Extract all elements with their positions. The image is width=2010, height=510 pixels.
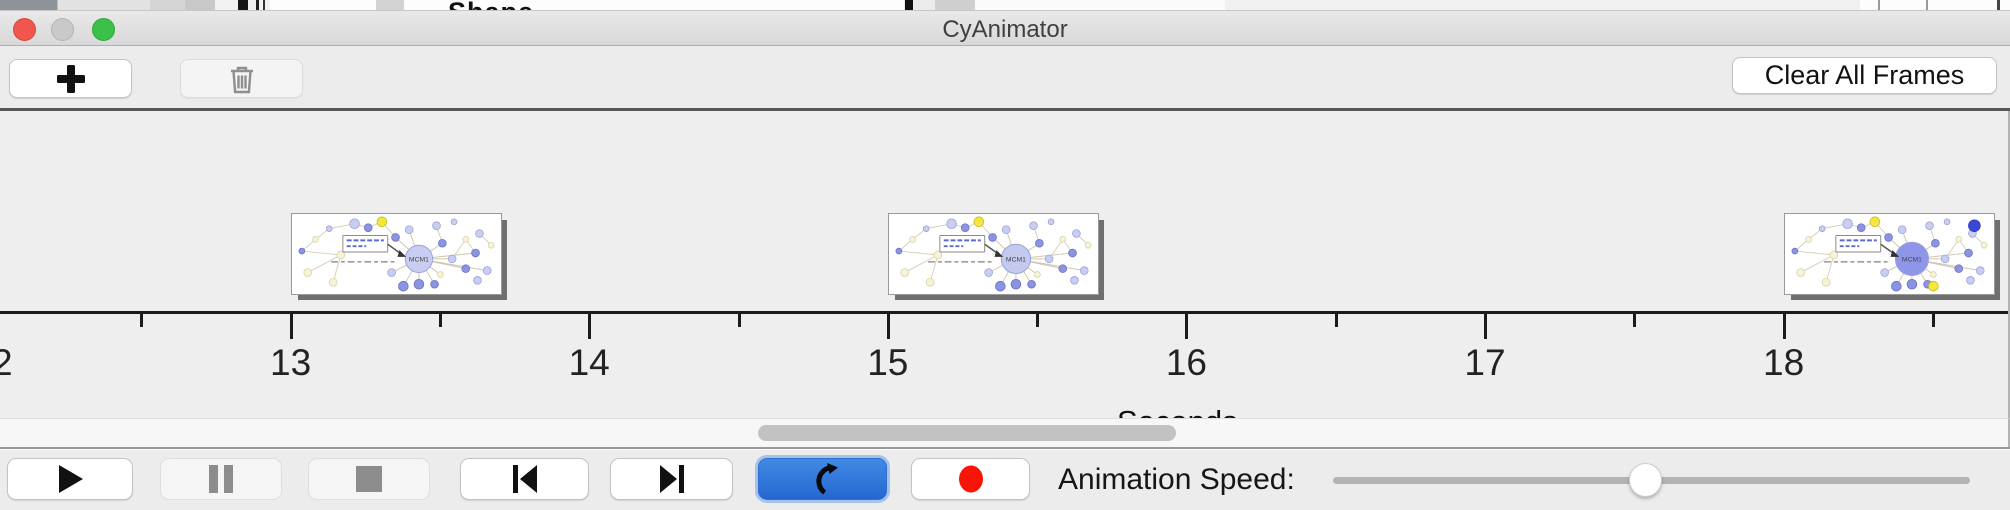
- frame-thumbnail[interactable]: MCM1: [887, 213, 1099, 295]
- timeline-scrollbar-track[interactable]: [0, 418, 2010, 447]
- window-title: CyAnimator: [942, 16, 1068, 43]
- record-button[interactable]: [911, 458, 1030, 500]
- background-glyph-fragment: [263, 0, 265, 10]
- background-fragment: [1860, 0, 2010, 10]
- animation-speed-slider[interactable]: [1333, 463, 1970, 497]
- background-glyph-fragment: [905, 0, 913, 10]
- timeline-unit-label: Seconds: [1117, 404, 1238, 418]
- playback-bar: Animation Speed:: [0, 451, 2010, 510]
- stop-button[interactable]: [308, 458, 430, 500]
- minor-tick: [1931, 314, 1935, 327]
- background-fragment: [0, 0, 57, 10]
- frame-node-label: MCM1: [1902, 256, 1922, 263]
- tick-label: 18: [1763, 342, 1805, 383]
- background-fragment: [57, 0, 150, 10]
- background-glyph-fragment: [238, 0, 248, 10]
- tick-label: 12: [0, 342, 52, 384]
- background-fragment: [185, 0, 215, 10]
- frame-thumbnail[interactable]: MCM1: [290, 213, 502, 295]
- skip-to-end-icon: [659, 465, 684, 493]
- titlebar[interactable]: CyAnimator: [0, 10, 2010, 46]
- pause-icon: [209, 465, 233, 493]
- major-tick: [289, 314, 293, 339]
- minor-tick: [1036, 314, 1040, 327]
- major-tick: [886, 314, 890, 339]
- animation-speed-label: Animation Speed:: [1058, 463, 1295, 496]
- minor-tick: [1334, 314, 1338, 327]
- background-glyph-fragment: [1926, 0, 1928, 10]
- frame-node-label: MCM1: [409, 256, 429, 263]
- background-glyph-fragment: [1997, 0, 2000, 10]
- bottombar-separator: [0, 447, 2010, 450]
- background-glyph-fragment: [256, 0, 259, 10]
- background-fragment: [150, 0, 185, 10]
- background-glyph-fragment: [1878, 0, 1880, 10]
- zoom-button[interactable]: [92, 18, 115, 41]
- major-tick: [588, 314, 592, 339]
- tick-label: 15: [867, 342, 909, 383]
- major-tick: [1484, 314, 1487, 339]
- minor-tick: [140, 314, 144, 327]
- delete-frame-button[interactable]: [180, 59, 303, 98]
- background-fragment: [935, 0, 975, 10]
- background-fragment: [404, 0, 904, 10]
- plus-icon: [56, 64, 85, 93]
- timeline-scrollbar-thumb[interactable]: [757, 425, 1176, 441]
- background-fragment: [270, 0, 376, 10]
- timeline-ruler: [0, 311, 2008, 314]
- tick-label: 16: [1165, 342, 1207, 383]
- loop-icon: [815, 463, 838, 495]
- minimize-button[interactable]: [51, 18, 74, 41]
- minor-tick: [1633, 314, 1637, 327]
- frame-thumbnail[interactable]: MCM1: [1783, 213, 1995, 295]
- toolbar-separator: [0, 108, 2010, 111]
- minor-tick: [737, 314, 741, 327]
- background-window-sliver: Shape: [0, 0, 2010, 10]
- play-icon: [59, 465, 83, 493]
- loop-button[interactable]: [758, 458, 887, 500]
- animation-speed-knob[interactable]: [1629, 463, 1663, 497]
- frame-node-label: MCM1: [1006, 256, 1026, 263]
- skip-to-start-button[interactable]: [460, 458, 589, 500]
- tick-label: 14: [568, 342, 610, 383]
- background-window-text: Shape: [448, 0, 534, 10]
- major-tick: [1185, 314, 1189, 339]
- play-button[interactable]: [7, 458, 133, 500]
- minor-tick: [438, 314, 442, 327]
- major-tick: [1782, 314, 1786, 339]
- tick-label: 13: [270, 342, 312, 383]
- stop-icon: [356, 466, 382, 492]
- background-fragment: [1225, 0, 1860, 10]
- clear-all-frames-button[interactable]: Clear All Frames: [1732, 57, 1997, 94]
- background-fragment: [376, 0, 404, 10]
- clear-all-frames-label: Clear All Frames: [1764, 60, 1965, 90]
- background-fragment: [975, 0, 1225, 10]
- close-button[interactable]: [13, 18, 36, 41]
- skip-to-start-icon: [512, 465, 537, 493]
- record-icon: [958, 465, 983, 493]
- pause-button[interactable]: [160, 458, 282, 500]
- frame-toolbar: Clear All Frames: [0, 47, 2010, 108]
- add-frame-button[interactable]: [9, 59, 132, 98]
- timeline-panel[interactable]: 12 13 14 15 16 17 18 MCM1 MCM1 MCM1 Seconds: [0, 111, 2010, 418]
- skip-to-end-button[interactable]: [610, 458, 733, 500]
- tick-label: 17: [1464, 342, 1506, 383]
- trash-icon: [230, 66, 253, 93]
